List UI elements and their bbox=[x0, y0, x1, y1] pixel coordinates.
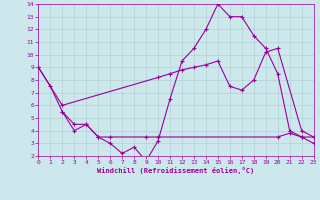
X-axis label: Windchill (Refroidissement éolien,°C): Windchill (Refroidissement éolien,°C) bbox=[97, 167, 255, 174]
